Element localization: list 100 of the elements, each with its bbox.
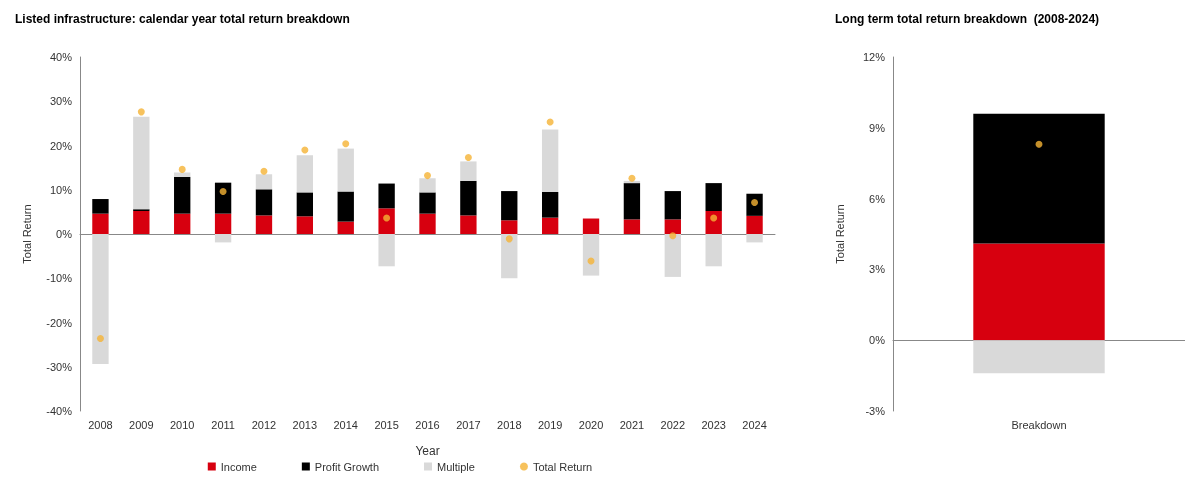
point [464,153,472,161]
x-tick-label: 2019 [537,418,563,431]
x-tick-label: 2022 [660,418,686,431]
bar [582,218,600,234]
y-tick-label: 3% [869,263,886,276]
point [219,188,227,196]
y-tick-label: 10% [49,183,73,196]
y-tick-label: -10% [46,272,73,285]
y-tick-label: -40% [46,405,73,417]
bar [296,155,314,193]
bar [255,189,273,216]
x-tick-label: 2020 [578,418,604,431]
legend-label: Income [220,460,257,473]
bar [460,215,477,234]
bar [174,213,191,234]
x-tick-label: 2018 [497,418,522,431]
x-tick-label: 2013 [292,418,318,431]
x-tick-label: 2017 [456,418,481,431]
y-tick-label: 12% [862,51,886,63]
bar [92,213,109,234]
x-tick-label: 2016 [415,418,440,431]
legend-label: Total Return [532,460,593,473]
point [137,108,145,116]
x-tick-label: 2015 [374,418,399,431]
bar [214,213,232,234]
bar [378,183,395,209]
point [342,140,350,148]
bar [501,234,518,279]
y-tick-label: 30% [49,95,73,108]
bar [501,191,518,221]
bar [337,221,354,234]
bar [460,161,477,181]
bar [623,183,641,220]
x-axis-title: Year [415,444,440,458]
x-tick-label: 2024 [742,418,767,431]
bar [419,192,436,214]
x-tick-label: 2014 [333,418,358,431]
chart-title: Long term total return breakdown (2008-2024) [835,12,1100,26]
y-axis-title: Total Return [20,204,33,264]
y-tick-label: 0% [869,334,886,347]
x-tick-label: Breakdown [1011,418,1067,431]
bar [337,148,354,192]
y-tick-label: -3% [865,405,886,417]
bar [705,210,722,234]
bar [419,213,436,234]
y-tick-label: 20% [49,139,73,152]
point [96,334,104,342]
bar [746,215,763,234]
y-tick-label: -30% [46,360,73,373]
bar [296,192,314,217]
bar [623,219,641,234]
bar [214,182,232,214]
bar [133,116,150,210]
bar [541,191,559,218]
bar [664,219,681,234]
y-tick-label: 0% [56,228,73,240]
bar [92,234,109,365]
x-tick-label: 2012 [251,418,277,431]
point [628,174,636,182]
bar [296,216,314,234]
bar [541,129,559,192]
bar [705,183,722,211]
bar [460,180,477,216]
x-tick-label: 2010 [169,418,195,431]
bar [664,191,681,220]
bar [746,234,763,243]
bar [133,210,150,234]
point [178,165,186,173]
bar [419,178,436,193]
bar [337,191,354,222]
legend-label: Multiple [437,460,475,473]
bar [973,243,1105,341]
point [424,172,431,180]
bar [582,234,600,276]
point [669,232,677,240]
x-tick-label: 2023 [701,418,726,431]
y-tick-label: 6% [869,192,886,205]
bar [541,217,559,234]
point [301,146,309,154]
bar [705,234,722,267]
bar [664,234,681,277]
y-axis-title: Total Return [833,204,846,264]
x-tick-label: 2008 [88,418,113,431]
x-tick-label: 2011 [211,418,235,431]
bar [973,113,1105,244]
point [710,214,718,222]
legend-label: Profit Growth [314,460,380,473]
bar [214,234,232,243]
bar [501,220,518,234]
point [505,235,513,243]
x-tick-label: 2021 [619,418,645,431]
bar [92,199,109,214]
y-tick-label: 9% [869,121,886,134]
y-tick-label: -20% [46,316,73,329]
y-tick-label: 40% [49,51,73,63]
bar [255,215,273,234]
bar [174,176,191,214]
x-tick-label: 2009 [129,418,154,431]
chart-title: Listed infrastructure: calendar year total return breakdown [15,12,350,26]
bar [378,208,395,234]
